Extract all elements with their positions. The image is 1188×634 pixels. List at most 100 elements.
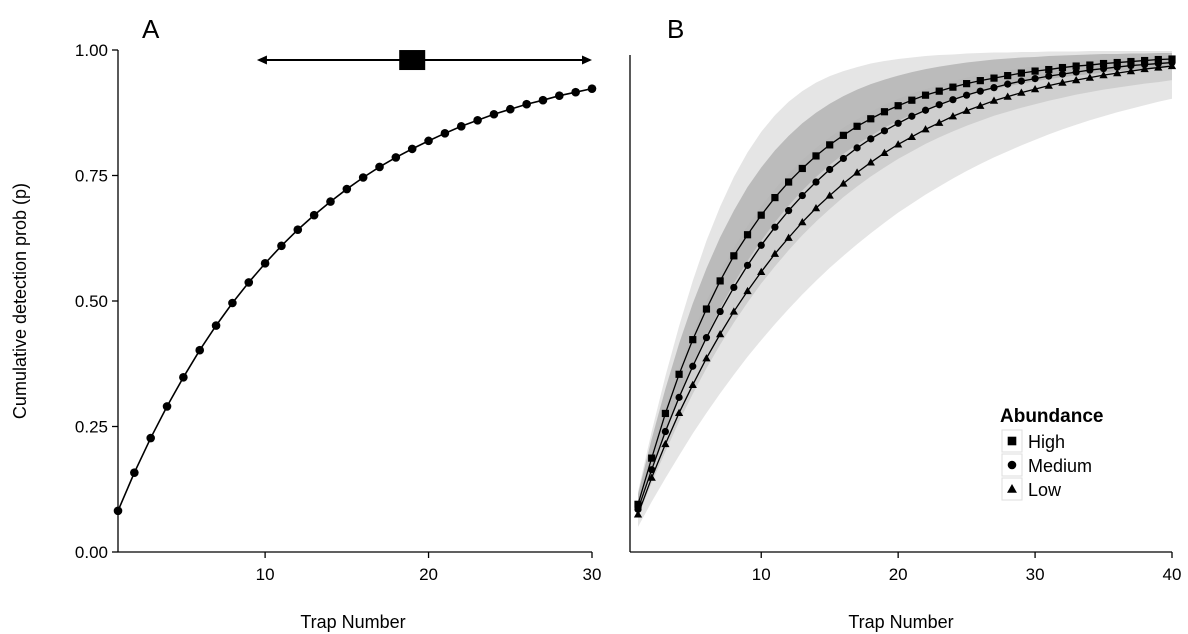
panel-a-data-point	[375, 162, 384, 172]
panel-a-y-axis-title: Cumulative detection prob (p)	[10, 183, 30, 419]
legend: Abundance High Medium Low	[1000, 406, 1103, 501]
data-point-low	[770, 249, 780, 257]
data-point-medium	[702, 334, 711, 342]
legend-label-low: Low	[1028, 480, 1062, 500]
data-point-medium	[908, 112, 916, 120]
data-point-medium	[812, 178, 820, 186]
panel-a-data-point	[456, 122, 466, 131]
data-point-high	[935, 87, 943, 95]
panel-a-x-tick-label: 10	[256, 565, 275, 584]
data-point-medium	[771, 223, 779, 231]
data-point-medium	[785, 207, 793, 215]
panel-a-data-point	[260, 259, 270, 268]
panel-a-data-point	[571, 87, 580, 97]
data-point-high	[949, 83, 957, 91]
data-point-medium	[798, 191, 806, 200]
data-point-high	[1045, 65, 1053, 74]
data-point-high	[908, 96, 916, 104]
data-point-high	[648, 454, 656, 462]
data-point-medium	[1004, 80, 1012, 88]
data-point-low	[894, 140, 903, 148]
data-point-medium	[1072, 68, 1080, 76]
data-point-medium	[689, 362, 697, 370]
data-point-low	[989, 96, 999, 104]
data-point-high	[894, 102, 902, 110]
data-point-medium	[1086, 66, 1094, 74]
data-point-medium	[743, 261, 752, 269]
data-point-high	[976, 77, 984, 85]
interval-left-arrow	[256, 55, 267, 65]
panel-a-series-line	[117, 87, 593, 512]
data-point-high	[634, 500, 642, 508]
interval-estimate-marker	[399, 50, 426, 71]
data-point-high	[757, 211, 765, 219]
data-point-low	[811, 203, 821, 212]
panel-a-data-point	[277, 241, 286, 251]
data-point-medium	[921, 106, 930, 114]
data-point-high	[689, 336, 697, 344]
data-point-high	[1031, 67, 1039, 75]
data-point-medium	[675, 393, 683, 401]
data-point-low	[1003, 92, 1012, 100]
data-point-medium	[990, 84, 998, 92]
panel-a-data-point	[113, 506, 123, 516]
panel-a-letter: A	[142, 14, 160, 44]
data-point-high	[771, 193, 779, 202]
panel-a-data-point	[228, 298, 237, 308]
legend-label-high: High	[1028, 432, 1065, 452]
data-point-medium	[935, 101, 943, 109]
data-point-high	[1113, 58, 1121, 67]
panel-b-letter: B	[667, 14, 684, 44]
panel-a-data-point	[391, 153, 401, 162]
panel-a-data-point	[505, 104, 515, 114]
panel-b-x-axis-title: Trap Number	[848, 612, 953, 632]
panel-b: B 10 20 30 40 Trap Number Abundance High Med…	[629, 14, 1181, 632]
panel-a-x-axis-title: Trap Number	[300, 612, 405, 632]
data-point-high	[921, 91, 930, 99]
interval-right-arrow	[582, 55, 592, 65]
data-point-medium	[1127, 61, 1135, 70]
data-point-low	[661, 439, 670, 448]
data-point-medium	[1058, 70, 1067, 78]
panel-a-x-tick-label: 30	[583, 565, 602, 584]
series-line-low	[637, 65, 1173, 515]
band-medium	[638, 56, 1172, 517]
data-point-medium	[853, 144, 861, 152]
series-line-medium	[637, 61, 1173, 510]
data-point-medium	[661, 427, 669, 436]
data-point-high	[812, 152, 820, 160]
data-point-low	[1044, 81, 1053, 89]
panel-a-y-tick-label: 0.75	[75, 167, 108, 186]
panel-a-data-point	[244, 278, 254, 287]
data-point-low	[1017, 88, 1026, 96]
panel-a-data-point	[473, 115, 482, 125]
data-point-low	[866, 158, 875, 166]
data-point-medium	[1031, 75, 1039, 83]
data-point-low	[1154, 63, 1163, 71]
data-point-high	[1086, 61, 1094, 69]
data-point-high	[661, 409, 669, 418]
data-point-high	[853, 122, 861, 130]
data-point-low	[743, 286, 752, 295]
data-point-low	[1085, 73, 1094, 81]
data-point-low	[880, 148, 889, 157]
data-point-high	[1058, 63, 1067, 72]
data-point-low	[962, 106, 971, 114]
data-point-high	[730, 252, 738, 260]
data-point-high	[702, 305, 711, 313]
panel-a: A 0.00 0.25 0.50 0.75 1.00 10 20 30 Trap Numbe…	[10, 14, 601, 632]
data-point-low	[729, 307, 738, 315]
data-point-high	[716, 277, 724, 285]
data-point-low	[825, 191, 834, 199]
panel-a-data-point	[130, 468, 139, 477]
panel-a-data-point	[489, 109, 499, 119]
data-point-medium	[1099, 64, 1108, 73]
band-high	[638, 53, 1172, 512]
data-point-high	[990, 74, 998, 82]
data-point-medium	[839, 154, 847, 163]
data-point-medium	[1141, 60, 1149, 69]
panel-a-y-tick-label: 0.00	[75, 543, 108, 562]
panel-a-data-point	[195, 345, 205, 355]
data-point-high	[743, 231, 752, 239]
data-point-low	[1167, 61, 1177, 70]
